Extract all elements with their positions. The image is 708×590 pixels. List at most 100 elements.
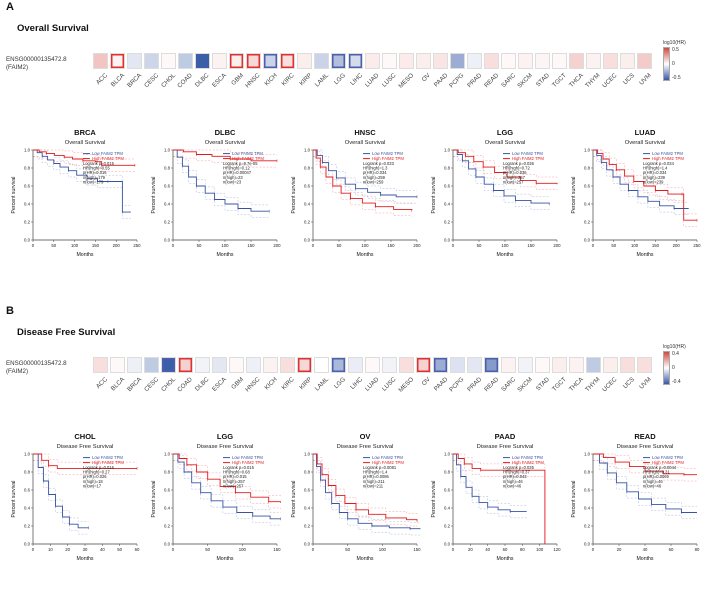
- svg-text:0.0: 0.0: [444, 238, 451, 243]
- svg-text:Months: Months: [356, 556, 373, 562]
- heatmap-label-BRCA: BRCA: [125, 72, 143, 90]
- svg-text:0.8: 0.8: [24, 470, 31, 475]
- colorbar-ticks: 0.5 0 -0.5: [672, 47, 681, 81]
- colorbar-gradient: [663, 47, 670, 81]
- heatmap-label-GBM: GBM: [230, 72, 245, 87]
- svg-text:n(high)=23: n(high)=23: [223, 175, 243, 180]
- heatmap-cell-CESC: [144, 357, 159, 373]
- heatmap-cell-SKCM: [518, 53, 533, 69]
- heatmap-label-LAML: LAML: [313, 72, 330, 89]
- svg-text:Logrank p=0.034: Logrank p=0.034: [643, 161, 675, 166]
- svg-text:Months: Months: [496, 252, 513, 258]
- heatmap-cell-THYM: [586, 53, 601, 69]
- svg-text:0.6: 0.6: [304, 488, 311, 493]
- heatmap-label-PCPG: PCPG: [448, 72, 466, 90]
- heatmap-label-LUSC: LUSC: [381, 376, 398, 393]
- heatmap-cell-KICH: [263, 357, 278, 373]
- heatmap-cell-COAD: [178, 357, 193, 373]
- svg-text:Months: Months: [76, 252, 93, 258]
- colorbar-ticks: 0.4 0 -0.4: [672, 351, 681, 385]
- svg-text:Overall Survival: Overall Survival: [485, 140, 526, 146]
- heatmap-cell-TGCT: [552, 53, 567, 69]
- colorbar-tick: 0: [672, 61, 675, 67]
- svg-text:HR(high)=0.55: HR(high)=0.55: [83, 166, 110, 171]
- heatmap-label-UVM: UVM: [638, 376, 653, 391]
- svg-text:High FAIM2 TPM: High FAIM2 TPM: [372, 460, 404, 465]
- svg-text:0.6: 0.6: [584, 488, 591, 493]
- svg-text:1.0: 1.0: [304, 148, 311, 153]
- heatmap-cell-LUAD: [365, 357, 380, 373]
- svg-text:Low FAIM2 TPM: Low FAIM2 TPM: [232, 151, 263, 156]
- heatmap-label-KIRC: KIRC: [280, 376, 296, 392]
- svg-text:High FAIM2 TPM: High FAIM2 TPM: [652, 156, 684, 161]
- svg-text:50: 50: [51, 243, 56, 248]
- svg-text:Overall Survival: Overall Survival: [65, 140, 106, 146]
- heatmap-label-LUAD: LUAD: [364, 376, 381, 393]
- svg-text:0: 0: [312, 243, 315, 248]
- svg-text:BRCA: BRCA: [74, 128, 96, 137]
- heatmap-cell-PRAD: [467, 357, 482, 373]
- svg-text:Overall Survival: Overall Survival: [205, 140, 246, 146]
- svg-text:0.2: 0.2: [24, 220, 31, 225]
- svg-text:Months: Months: [216, 556, 233, 562]
- heatmap-cell-SKCM: [518, 357, 533, 373]
- colorbar-tick: 0: [672, 365, 675, 371]
- heatmap-cell-LGG: [331, 357, 346, 373]
- svg-text:1.0: 1.0: [24, 452, 31, 457]
- svg-text:0: 0: [452, 547, 455, 552]
- svg-text:30: 30: [83, 547, 88, 552]
- svg-text:Percent survival: Percent survival: [151, 481, 157, 518]
- svg-text:n(low)=179: n(low)=179: [83, 179, 104, 184]
- colorbar-a: log10(HR) 0.5 0 -0.5: [663, 40, 707, 81]
- svg-text:0.6: 0.6: [164, 488, 171, 493]
- svg-text:Logrank p=0.016: Logrank p=0.016: [83, 465, 115, 470]
- svg-text:0.2: 0.2: [304, 524, 311, 529]
- panel-b-letter: B: [6, 305, 14, 317]
- svg-text:LGG: LGG: [497, 128, 513, 137]
- svg-text:0.6: 0.6: [24, 488, 31, 493]
- svg-text:0: 0: [172, 243, 175, 248]
- panel-a-title: Overall Survival: [17, 23, 89, 34]
- heatmap-cell-ACC: [93, 357, 108, 373]
- heatmap-cell-STAD: [535, 357, 550, 373]
- svg-text:1.0: 1.0: [304, 452, 311, 457]
- heatmap-label-THYM: THYM: [584, 72, 602, 90]
- heatmap-label-THYM: THYM: [584, 376, 602, 394]
- svg-text:0.4: 0.4: [444, 202, 451, 207]
- heatmap-label-LAML: LAML: [313, 376, 330, 393]
- gene-label-b: ENSG00000135472.8 (FAIM2): [6, 360, 67, 375]
- survival-heatmap-b: [93, 357, 654, 373]
- heatmap-label-LIHC: LIHC: [349, 376, 364, 391]
- svg-text:80: 80: [695, 547, 700, 552]
- svg-text:0.6: 0.6: [444, 488, 451, 493]
- svg-text:0.2: 0.2: [164, 524, 171, 529]
- svg-text:Months: Months: [636, 556, 653, 562]
- svg-text:40: 40: [643, 547, 648, 552]
- svg-text:Logrank p=0.0081: Logrank p=0.0081: [363, 465, 397, 470]
- svg-text:Disease Free Survival: Disease Free Survival: [617, 444, 674, 450]
- svg-text:1.0: 1.0: [444, 452, 451, 457]
- svg-text:Low FAIM2 TPM: Low FAIM2 TPM: [512, 151, 543, 156]
- heatmap-label-LGG: LGG: [332, 376, 347, 391]
- heatmap-labels-b: ACC BLCA BRCA CESC CHOL COAD DLBC ESCA GBM HNSC KI…: [93, 374, 693, 416]
- panel-a: A Overall Survival ENSG00000135472.8 (FA…: [6, 1, 707, 258]
- heatmap-label-SKCM: SKCM: [516, 376, 534, 394]
- svg-text:p(HR)=0.00047: p(HR)=0.00047: [223, 170, 252, 175]
- svg-text:0.4: 0.4: [584, 506, 591, 511]
- svg-text:p(HR)=0.036: p(HR)=0.036: [503, 170, 527, 175]
- svg-text:HR(high)=1.4: HR(high)=1.4: [363, 470, 388, 475]
- svg-text:OV: OV: [360, 432, 371, 441]
- heatmap-cell-LUSC: [382, 357, 397, 373]
- svg-text:Logrank p=0.036: Logrank p=0.036: [503, 161, 535, 166]
- svg-text:CHOL: CHOL: [74, 432, 96, 441]
- svg-text:0.0: 0.0: [444, 542, 451, 547]
- svg-text:Logrank p=0.035: Logrank p=0.035: [503, 465, 535, 470]
- svg-text:200: 200: [113, 243, 121, 248]
- heatmap-label-CESC: CESC: [142, 376, 160, 394]
- svg-text:0.6: 0.6: [24, 184, 31, 189]
- colorbar-gradient: [663, 351, 670, 385]
- svg-text:0.6: 0.6: [584, 184, 591, 189]
- heatmap-label-KICH: KICH: [263, 72, 279, 88]
- svg-text:0.2: 0.2: [444, 220, 451, 225]
- gene-symbol: (FAIM2): [6, 367, 28, 375]
